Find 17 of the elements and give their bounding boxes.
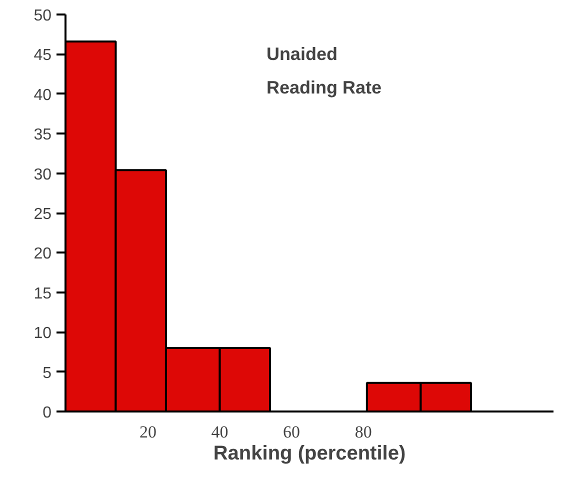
y-tick-label: 35: [34, 126, 52, 144]
x-axis-title: Ranking (percentile): [213, 442, 406, 464]
y-tick-label: 40: [34, 86, 52, 104]
y-tick-label: 5: [42, 364, 52, 382]
y-tick-label: 30: [34, 166, 52, 184]
y-tick-label: 50: [34, 8, 52, 24]
y-tick-label: 0: [42, 404, 52, 422]
x-tick-label: 20: [140, 422, 157, 442]
x-tick-label: 40: [211, 422, 228, 442]
y-tick-label: 45: [34, 47, 52, 64]
text: Unaided Reading Rate: [266, 44, 382, 98]
x-tick-label: 60: [283, 422, 300, 442]
y-tick-label: 15: [34, 285, 52, 302]
y-tick-label: 10: [34, 325, 52, 342]
y-tick-label: 25: [34, 206, 52, 223]
x-tick-label: 80: [354, 422, 372, 442]
y-tick-label: 20: [34, 246, 52, 263]
